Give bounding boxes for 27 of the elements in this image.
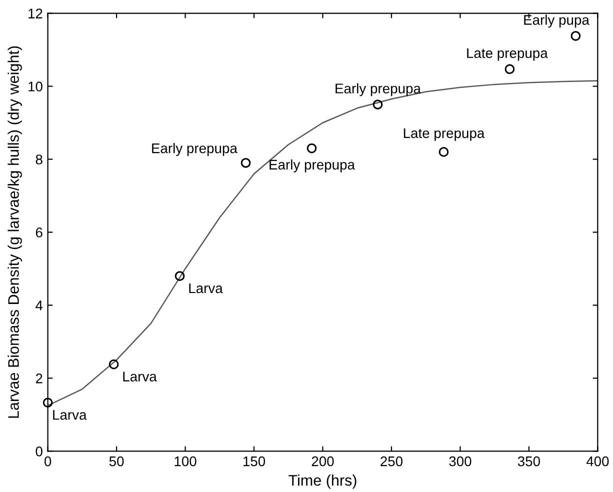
annotation: Early prepupa (152, 143, 238, 156)
y-tick-label: 10 (28, 82, 42, 92)
x-tick-label: 200 (312, 456, 334, 466)
x-axis-title: Time (hrs) (288, 474, 356, 489)
annotation: Late prepupa (467, 48, 548, 61)
y-tick-label: 2 (36, 374, 42, 384)
annotation: Larva (189, 283, 223, 294)
x-tick-label: 400 (586, 456, 609, 466)
annotation: Larva (123, 372, 157, 382)
y-tick-label: 6 (36, 228, 42, 238)
x-tick-label: 100 (174, 456, 196, 466)
y-axis-title: Larvae Biomass Density (g larvae/kg hulls) (dry weight) (8, 46, 22, 418)
x-tick-label: 350 (518, 456, 540, 466)
x-tick-label: 300 (449, 456, 472, 466)
annotation: Early pupa (524, 14, 590, 28)
x-tick-label: 0 (44, 456, 52, 466)
y-tick-label: 8 (36, 154, 42, 164)
annotation: Early prepupa (336, 83, 421, 96)
annotation: Late prepupa (404, 128, 485, 141)
x-tick-label: 250 (380, 456, 403, 466)
annotation: Larva (53, 410, 87, 420)
annotation: Early prepupa (270, 159, 355, 172)
y-tick-label: 12 (28, 8, 42, 18)
y-tick-label: 0 (36, 446, 42, 456)
y-tick-label: 4 (36, 300, 43, 310)
x-tick-label: 150 (243, 456, 266, 466)
x-tick-label: 50 (109, 456, 124, 466)
